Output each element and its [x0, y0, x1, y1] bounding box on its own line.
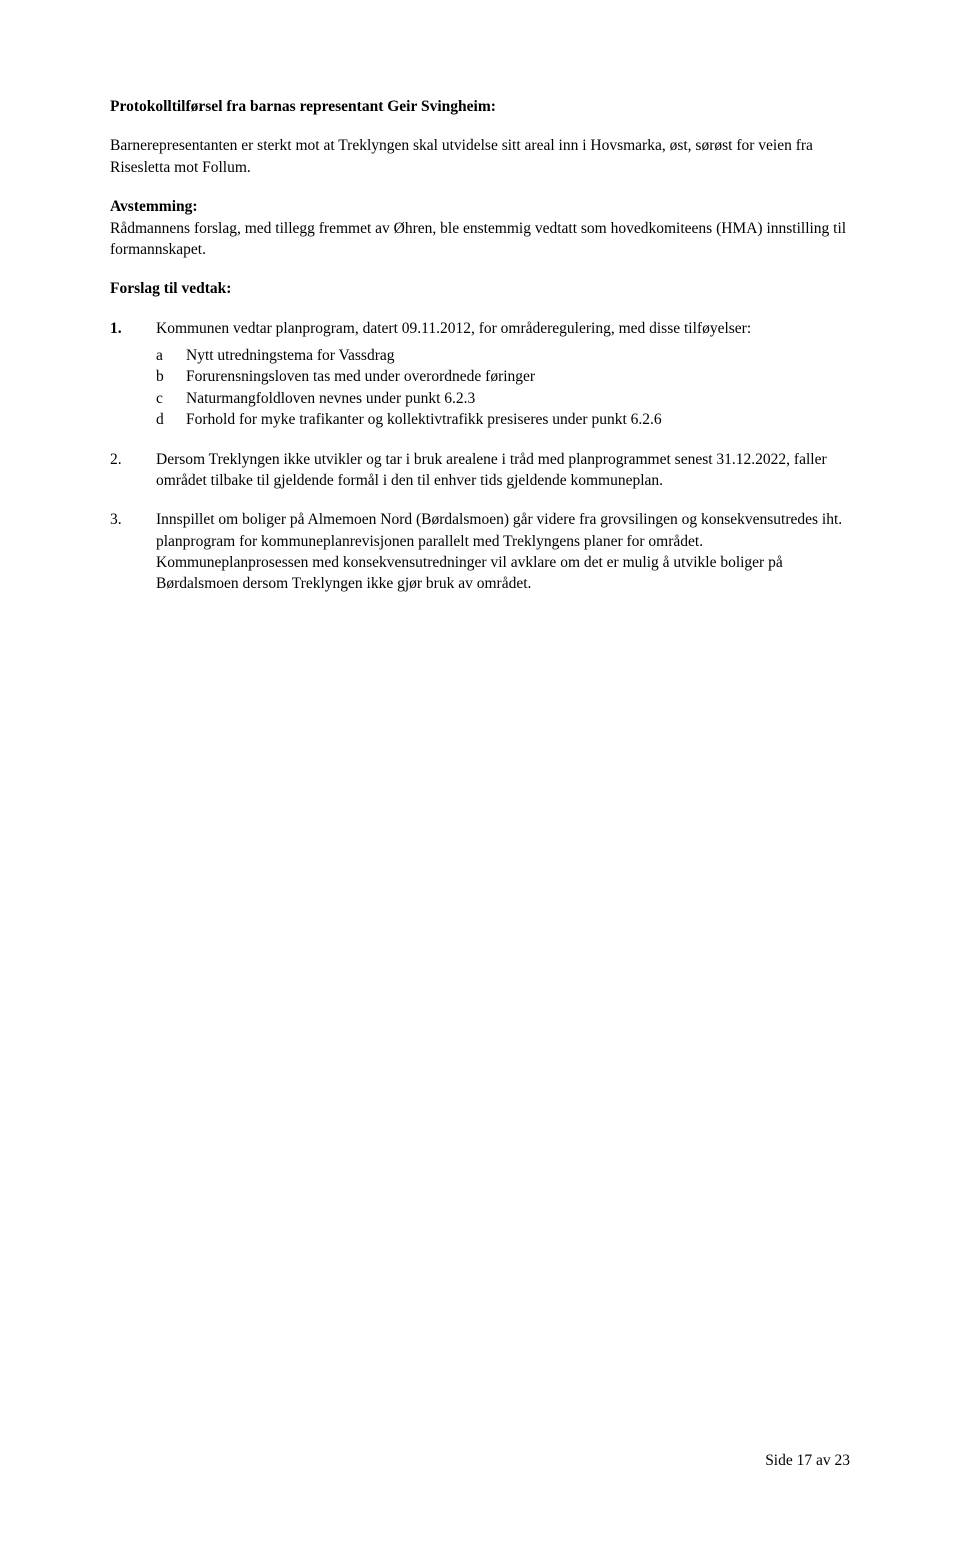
sub-item-a: a Nytt utredningstema for Vassdrag — [156, 345, 850, 366]
item-number: 1. — [110, 318, 156, 339]
sub-item-c: c Naturmangfoldloven nevnes under punkt … — [156, 388, 850, 409]
item-number: 3. — [110, 509, 156, 595]
voting-heading: Avstemming: — [110, 198, 198, 215]
item-text: Innspillet om boliger på Almemoen Nord (… — [156, 509, 850, 595]
sub-list: a Nytt utredningstema for Vassdrag b For… — [156, 345, 850, 431]
voting-body: Rådmannens forslag, med tillegg fremmet … — [110, 218, 850, 261]
proposal-heading: Forslag til vedtak: — [110, 278, 850, 299]
item-text: Dersom Treklyngen ikke utvikler og tar i… — [156, 449, 850, 492]
sub-letter: d — [156, 409, 186, 430]
sub-text: Forhold for myke trafikanter og kollekti… — [186, 409, 850, 430]
sub-text: Naturmangfoldloven nevnes under punkt 6.… — [186, 388, 850, 409]
item-text: Kommunen vedtar planprogram, datert 09.1… — [156, 318, 850, 339]
list-item-3: 3. Innspillet om boliger på Almemoen Nor… — [110, 509, 850, 595]
list-item-2: 2. Dersom Treklyngen ikke utvikler og ta… — [110, 449, 850, 492]
sub-letter: c — [156, 388, 186, 409]
sub-text: Forurensningsloven tas med under overord… — [186, 366, 850, 387]
protocol-body: Barnerepresentanten er sterkt mot at Tre… — [110, 135, 850, 178]
sub-letter: a — [156, 345, 186, 366]
sub-text: Nytt utredningstema for Vassdrag — [186, 345, 850, 366]
protocol-heading: Protokolltilførsel fra barnas representa… — [110, 96, 850, 117]
sub-letter: b — [156, 366, 186, 387]
sub-item-d: d Forhold for myke trafikanter og kollek… — [156, 409, 850, 430]
document-body: Protokolltilførsel fra barnas representa… — [110, 96, 850, 595]
list-item-1: 1. Kommunen vedtar planprogram, datert 0… — [110, 318, 850, 339]
page-footer: Side 17 av 23 — [765, 1452, 850, 1470]
item-number: 2. — [110, 449, 156, 492]
sub-item-b: b Forurensningsloven tas med under overo… — [156, 366, 850, 387]
